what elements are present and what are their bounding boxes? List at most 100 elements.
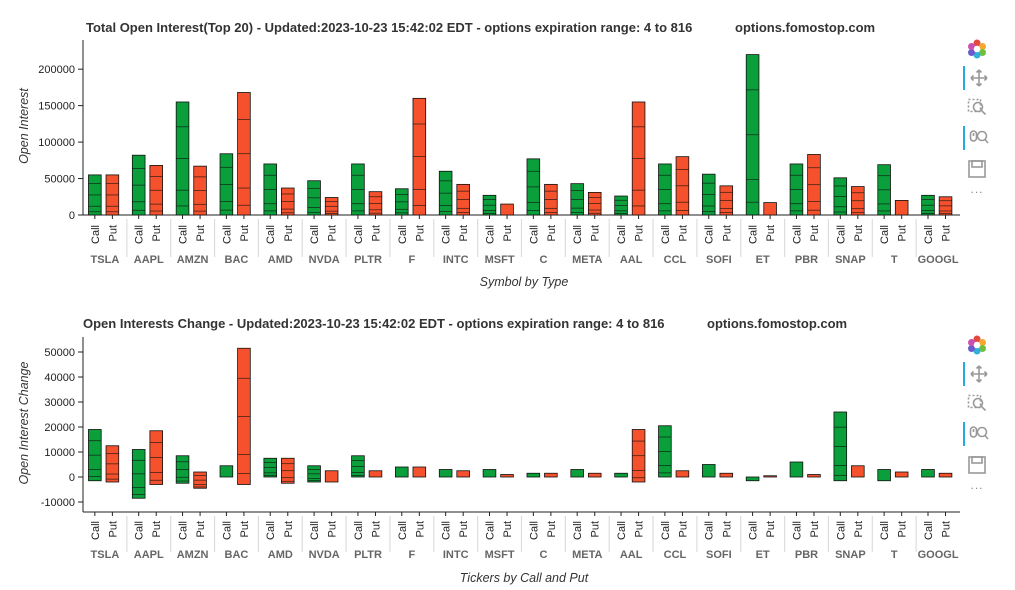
chart1-sub-put-label: Put <box>414 225 426 242</box>
chart2-sub-call-label: Call <box>572 521 584 540</box>
bokeh-logo-icon[interactable] <box>963 333 991 357</box>
pan-icon[interactable] <box>963 362 993 386</box>
chart1-sub-call-label: Call <box>835 225 847 244</box>
chart1-category-label-ccl: CCL <box>664 254 687 266</box>
chart2-sub-call-label: Call <box>704 521 716 540</box>
chart2-category-label-intc: INTC <box>443 549 469 561</box>
chart1-category-label-aapl: AAPL <box>134 254 164 266</box>
chart1-sub-put-label: Put <box>809 225 821 242</box>
chart2-bar-call-f <box>395 466 409 478</box>
save-icon[interactable] <box>963 453 991 477</box>
chart2-sub-put-label: Put <box>107 521 119 538</box>
chart1-category-label-pltr: PLTR <box>354 254 382 266</box>
wheel-zoom-icon[interactable] <box>963 126 993 150</box>
chart1-sub-put-label: Put <box>721 225 733 242</box>
chart1-sub-put-label: Put <box>765 225 777 242</box>
chart2-sub-put-label: Put <box>502 521 514 538</box>
chart1-ylabel: Open Interest <box>17 88 31 164</box>
chart2-sub-put-label: Put <box>809 521 821 538</box>
pan-icon[interactable] <box>963 66 993 90</box>
save-icon[interactable] <box>963 157 991 181</box>
chart2-sub-call-label: Call <box>353 521 365 540</box>
chart2-plot: -10000 0 10000 20000 30000 40000 50000 Call Put T… <box>41 337 960 561</box>
chart1-sub-put-label: Put <box>941 225 953 242</box>
chart2-category-label-tsla: TSLA <box>91 549 120 561</box>
chart2-bar-put-googl <box>938 472 953 478</box>
chart1-category-label-nvda: NVDA <box>309 254 340 266</box>
bokeh-logo-icon[interactable] <box>963 37 991 61</box>
chart1-sub-call-label: Call <box>748 225 760 244</box>
chart1-category-label-tsla: TSLA <box>91 254 120 266</box>
chart2-bar-put-nvda <box>324 470 339 483</box>
chart2-sub-put-label: Put <box>458 521 470 538</box>
chart1-category-label-amzn: AMZN <box>177 254 209 266</box>
chart2-ytick-label: 30000 <box>44 397 75 409</box>
chart2-bar-call-msft <box>482 469 497 478</box>
chart2-bar-call-t <box>877 469 891 482</box>
chart2-category-label-msft: MSFT <box>485 549 515 561</box>
chart2-bar-call-aal <box>614 472 628 478</box>
chart1-sub-call-label: Call <box>528 225 540 244</box>
chart2-ytick-label: 0 <box>69 472 75 484</box>
chart1-ytick-label: 100000 <box>38 137 75 149</box>
chart1-sub-put-label: Put <box>897 225 909 242</box>
chart2-category-label-pbr: PBR <box>795 549 818 561</box>
chart2-sub-call-label: Call <box>660 521 672 540</box>
chart2-sub-put-label: Put <box>634 521 646 538</box>
chart2-sub-put-label: Put <box>677 521 689 538</box>
chart1-sub-call-label: Call <box>441 225 453 244</box>
box-zoom-icon[interactable] <box>963 96 991 120</box>
chart1-sub-put-label: Put <box>107 225 119 242</box>
chart1-category-label-msft: MSFT <box>485 254 515 266</box>
chart2-sub-put-label: Put <box>195 521 207 538</box>
chart1-ytick-label: 50000 <box>44 174 75 186</box>
chart2-bar-put-sofi <box>719 472 734 478</box>
chart2-category-label-snap: SNAP <box>835 549 866 561</box>
more-tools-icon[interactable]: ... <box>970 478 984 492</box>
chart2-category-label-pltr: PLTR <box>354 549 382 561</box>
chart1-sub-call-label: Call <box>353 225 365 244</box>
chart2-category-label-amzn: AMZN <box>177 549 209 561</box>
chart2-sub-call-label: Call <box>309 521 321 540</box>
chart1-ytick-label: 0 <box>69 210 75 222</box>
box-zoom-icon[interactable] <box>963 392 991 416</box>
chart2-sub-call-label: Call <box>835 521 847 540</box>
chart1-plot: 0 50000 100000 150000 200000 Call Put TSLA Call P… <box>38 40 960 266</box>
chart2-bar-put-ccl <box>675 470 690 478</box>
chart2-bar-put-c <box>544 472 558 478</box>
chart1-ytick-label: 150000 <box>38 101 75 113</box>
chart2-bar-call-sofi <box>701 464 716 478</box>
chart2-category-label-ccl: CCL <box>664 549 687 561</box>
chart2-sub-call-label: Call <box>923 521 935 540</box>
chart1-category-label-meta: META <box>572 254 602 266</box>
chart2-sub-put-label: Put <box>546 521 558 538</box>
chart2-sub-put-label: Put <box>239 521 251 538</box>
chart2-sub-put-label: Put <box>370 521 382 538</box>
chart1-category-label-aal: AAL <box>620 254 643 266</box>
chart1-site: options.fomostop.com <box>735 20 875 35</box>
chart2-bar-put-pltr <box>368 470 383 478</box>
chart2-bar-call-googl <box>921 469 935 478</box>
wheel-zoom-icon[interactable] <box>963 422 993 446</box>
chart2-title: Open Interests Change - Updated:2023-10-… <box>83 316 665 331</box>
chart2-category-label-amd: AMD <box>268 549 293 561</box>
chart2-bar-put-t <box>894 471 909 478</box>
chart2-sub-put-label: Put <box>853 521 865 538</box>
chart2-category-label-aapl: AAPL <box>134 549 164 561</box>
chart1-sub-call-label: Call <box>309 225 321 244</box>
chart2-bar-call-bac <box>219 465 234 478</box>
chart2-sub-call-label: Call <box>134 521 146 540</box>
chart2-sub-call-label: Call <box>397 521 409 540</box>
chart1-bar-put-et <box>763 202 777 216</box>
chart2-sub-call-label: Call <box>484 521 496 540</box>
chart1-sub-put-label: Put <box>546 225 558 242</box>
chart2-bar-put-meta <box>587 472 602 478</box>
chart2-sub-call-label: Call <box>178 521 190 540</box>
chart2-ytick-label: 50000 <box>44 347 75 359</box>
chart1-sub-call-label: Call <box>616 225 628 244</box>
more-tools-icon[interactable]: ... <box>970 182 984 196</box>
chart1-category-label-t: T <box>891 254 898 266</box>
chart1-sub-call-label: Call <box>923 225 935 244</box>
chart2-bar-put-intc <box>456 470 470 478</box>
